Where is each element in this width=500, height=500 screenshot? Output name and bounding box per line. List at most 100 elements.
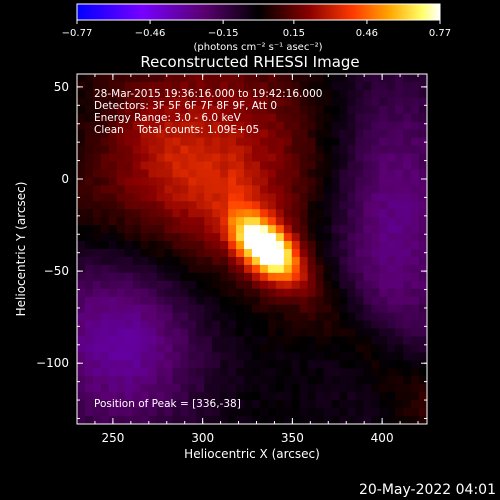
heatmap-cell [196, 256, 205, 266]
heatmap-cell [363, 121, 372, 131]
heatmap-cell [180, 336, 189, 346]
heatmap-cell [236, 105, 245, 115]
heatmap-cell [267, 241, 277, 250]
annotation-time-range: 28-Mar-2015 19:36:16.000 to 19:42:16.000 [94, 88, 322, 100]
heatmap-cell [259, 352, 269, 361]
heatmap-cell [244, 296, 253, 306]
heatmap-cell [339, 264, 349, 274]
heatmap-cell [244, 185, 253, 194]
heatmap-cell [259, 320, 269, 330]
heatmap-cell [77, 360, 86, 369]
heatmap-cell [411, 368, 420, 377]
heatmap-cell [379, 177, 388, 186]
heatmap-cell [196, 193, 205, 202]
heatmap-cell [188, 408, 197, 417]
heatmap-cell [323, 129, 333, 139]
heatmap-cell [259, 89, 269, 99]
heatmap-cell [204, 201, 213, 210]
heatmap-cell [275, 129, 285, 139]
heatmap-cell [228, 336, 237, 346]
heatmap-cell [236, 249, 245, 258]
heatmap-cell [339, 360, 349, 369]
heatmap-cell [267, 249, 277, 258]
heatmap-cell [156, 328, 166, 338]
heatmap-cell [156, 408, 166, 417]
heatmap-cell [339, 97, 349, 107]
heatmap-cell [180, 384, 189, 393]
heatmap-cell [275, 177, 285, 186]
heatmap-cell [244, 384, 253, 393]
heatmap-cell [92, 328, 102, 338]
heatmap-cell [387, 225, 396, 234]
heatmap-cell [395, 74, 404, 83]
heatmap-cell [116, 280, 126, 290]
heatmap-cell [156, 312, 166, 322]
heatmap-cell [92, 145, 102, 155]
heatmap-cell [283, 121, 293, 131]
heatmap-cell [411, 209, 420, 218]
heatmap-cell [132, 217, 142, 226]
colorbar-unit-label: (photons cm⁻² s⁻¹ asec⁻²) [193, 42, 322, 53]
heatmap-cell [148, 193, 158, 202]
heatmap-cell [164, 137, 174, 147]
heatmap-cell [132, 105, 142, 115]
heatmap-cell [124, 272, 134, 282]
heatmap-cell [77, 400, 86, 409]
heatmap-cell [180, 185, 189, 194]
heatmap-cell [252, 352, 261, 361]
heatmap-cell [315, 360, 325, 369]
heatmap-cell [347, 113, 356, 123]
heatmap-cell [267, 272, 277, 282]
heatmap-cell [100, 89, 110, 99]
heatmap-cell [220, 209, 229, 218]
heatmap-cell [92, 272, 102, 282]
heatmap-cell [180, 105, 189, 115]
heatmap-cell [275, 121, 285, 131]
heatmap-cell [267, 320, 277, 330]
heatmap-cell [172, 312, 181, 322]
heatmap-cell [212, 169, 221, 178]
heatmap-cell [299, 153, 309, 163]
heatmap-cell [355, 336, 364, 346]
heatmap-cell [100, 256, 110, 266]
heatmap-cell [419, 201, 427, 210]
heatmap-cell [148, 320, 158, 330]
heatmap-cell [124, 225, 134, 234]
heatmap-cell [116, 225, 126, 234]
heatmap-cell [363, 137, 372, 147]
heatmap-cell [100, 344, 110, 353]
heatmap-cell [275, 344, 285, 353]
heatmap-cell [259, 193, 269, 202]
heatmap-cell [419, 392, 427, 401]
heatmap-cell [355, 384, 364, 393]
heatmap-cell [180, 217, 189, 226]
heatmap-cell [411, 360, 420, 369]
heatmap-cell [228, 272, 237, 282]
heatmap-cell [259, 185, 269, 194]
heatmap-cell [172, 97, 181, 107]
heatmap-cell [77, 137, 86, 147]
heatmap-cell [259, 368, 269, 377]
heatmap-cell [196, 416, 205, 424]
heatmap-cell [212, 249, 221, 258]
heatmap-cell [100, 384, 110, 393]
heatmap-cell [323, 408, 333, 417]
heatmap-cell [100, 368, 110, 377]
heatmap-cell [108, 392, 118, 401]
heatmap-cell [299, 81, 309, 91]
heatmap-cell [307, 193, 317, 202]
heatmap-cell [283, 153, 293, 163]
heatmap-cell [283, 217, 293, 226]
heatmap-cell [140, 209, 150, 218]
heatmap-cell [228, 169, 237, 178]
heatmap-cell [283, 113, 293, 123]
heatmap-cell [371, 129, 380, 139]
heatmap-cell [228, 113, 237, 123]
heatmap-cell [315, 272, 325, 282]
heatmap-cell [132, 81, 142, 91]
heatmap-cell [363, 264, 372, 274]
heatmap-cell [403, 249, 412, 258]
heatmap-cell [100, 233, 110, 242]
heatmap-cell [299, 328, 309, 338]
